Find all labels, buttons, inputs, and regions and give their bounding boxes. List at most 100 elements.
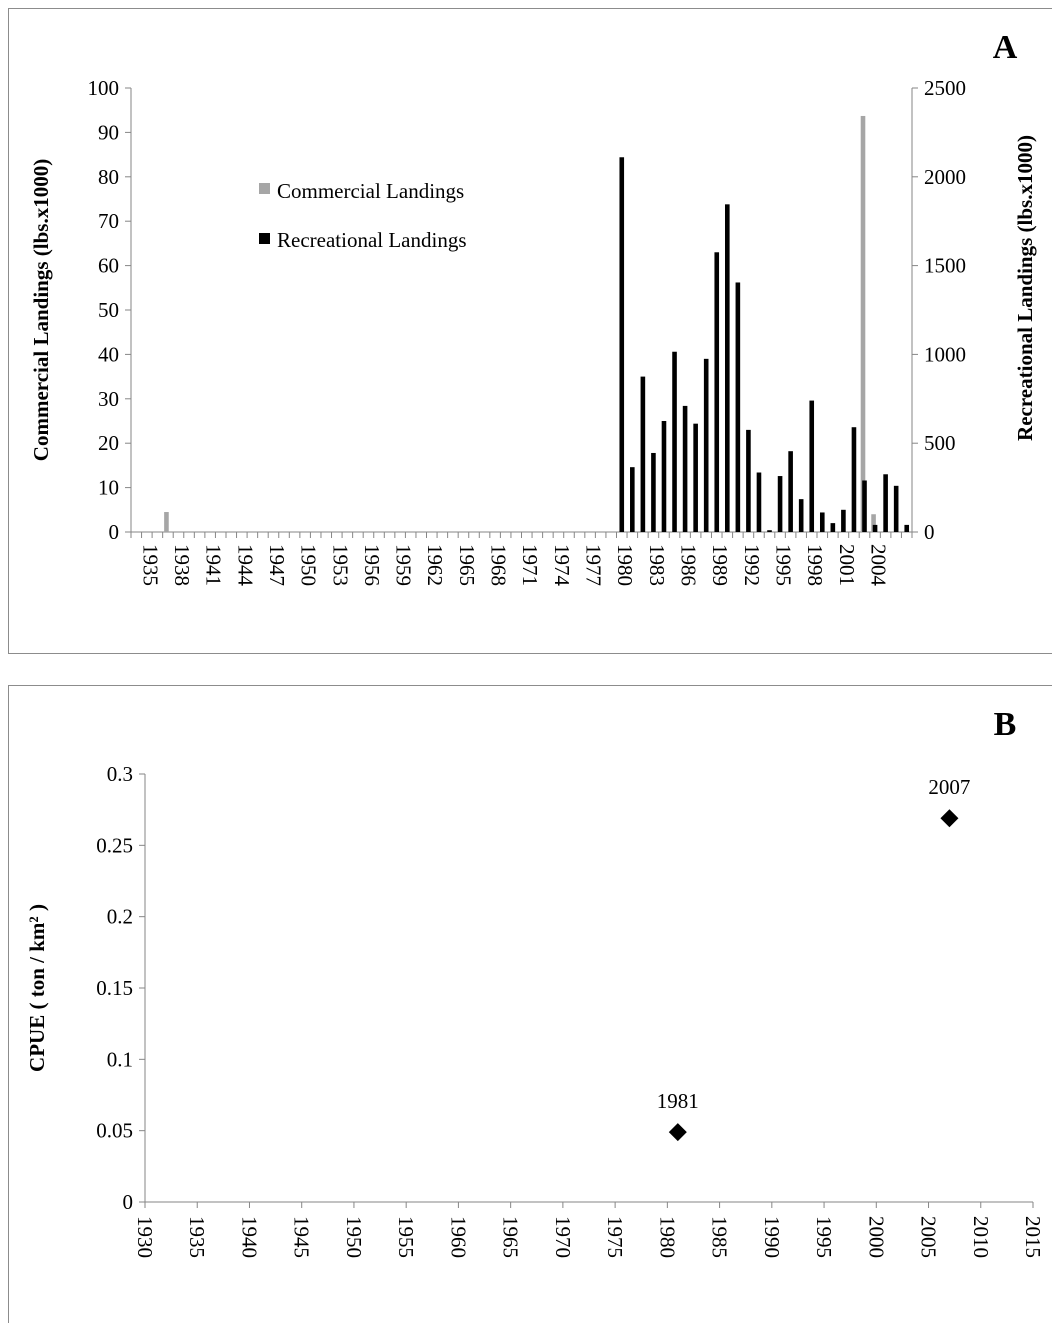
b-x-tick-label: 1930 xyxy=(133,1216,157,1258)
recreational-landings-bar xyxy=(767,530,772,532)
recreational-landings-bar xyxy=(830,523,836,532)
recreational-landings-bar xyxy=(851,427,857,532)
chart-panel-a xyxy=(8,8,1052,654)
b-y-tick-label: 0 xyxy=(123,1190,134,1214)
x-tick-label: 1971 xyxy=(518,544,542,586)
recreational-landings-bar xyxy=(619,157,625,532)
recreational-landings-bar xyxy=(809,400,815,532)
recreational-landings-bar xyxy=(756,472,762,532)
commercial-landings-bar xyxy=(860,115,866,533)
right-y-axis-title: Recreational Landings (lbs.x1000) xyxy=(1013,135,1037,441)
b-x-tick-label: 1950 xyxy=(342,1216,366,1258)
left-y-tick-label: 70 xyxy=(98,209,119,233)
b-y-tick-label: 0.15 xyxy=(96,976,133,1000)
b-x-tick-label: 2015 xyxy=(1021,1216,1045,1258)
b-x-tick-label: 1980 xyxy=(655,1216,679,1258)
panel-label-a: A xyxy=(993,29,1018,66)
commercial-landings-bar xyxy=(871,514,876,532)
x-tick-label: 1947 xyxy=(265,544,289,586)
right-y-tick-label: 2500 xyxy=(924,76,966,100)
x-tick-label: 1962 xyxy=(423,544,447,586)
b-x-tick-label: 1955 xyxy=(394,1216,418,1258)
left-y-tick-label: 100 xyxy=(88,76,120,100)
left-y-tick-label: 0 xyxy=(109,520,120,544)
x-tick-label: 1968 xyxy=(487,544,511,586)
recreational-landings-bar xyxy=(703,358,709,532)
x-tick-label: 1953 xyxy=(328,544,352,586)
recreational-landings-bar xyxy=(661,421,667,532)
right-y-tick-label: 1000 xyxy=(924,342,966,366)
b-y-tick-label: 0.05 xyxy=(96,1119,133,1143)
b-x-tick-label: 1975 xyxy=(603,1216,627,1258)
x-tick-label: 1944 xyxy=(233,544,257,587)
cpue-data-point xyxy=(668,1123,687,1142)
x-tick-label: 1998 xyxy=(803,544,827,586)
b-x-tick-label: 2000 xyxy=(864,1216,888,1258)
x-tick-label: 1989 xyxy=(708,544,732,586)
right-y-tick-label: 500 xyxy=(924,431,956,455)
b-y-tick-label: 0.1 xyxy=(107,1047,133,1071)
b-x-tick-label: 2010 xyxy=(969,1216,993,1258)
b-x-tick-label: 1970 xyxy=(551,1216,575,1258)
recreational-landings-bar xyxy=(682,405,688,532)
x-tick-label: 1977 xyxy=(582,544,606,586)
recreational-landings-bar xyxy=(777,476,783,532)
recreational-landings-bar xyxy=(819,512,825,532)
recreational-landings-bar xyxy=(693,423,698,532)
recreational-landings-bar xyxy=(841,509,846,532)
recreational-landings-bar xyxy=(725,204,730,532)
x-tick-label: 1938 xyxy=(170,544,194,586)
b-y-tick-label: 0.2 xyxy=(107,905,133,929)
commercial-landings-bar xyxy=(164,512,169,532)
x-tick-label: 1983 xyxy=(645,544,669,586)
recreational-landings-bar xyxy=(788,451,793,532)
recreational-landings-bar xyxy=(904,524,910,532)
x-tick-label: 1935 xyxy=(138,544,162,586)
recreational-landings-bar xyxy=(798,499,804,532)
b-y-axis-title: CPUE ( ton / km² ) xyxy=(25,904,49,1072)
recreational-landings-bar xyxy=(872,524,878,532)
b-x-tick-label: 1960 xyxy=(446,1216,470,1258)
left-y-axis-title: Commercial Landings (lbs.x1000) xyxy=(29,159,53,461)
x-tick-label: 2001 xyxy=(835,544,859,586)
recreational-landings-bar xyxy=(714,252,720,532)
x-tick-label: 1950 xyxy=(297,544,321,586)
left-y-tick-label: 50 xyxy=(98,298,119,322)
x-tick-label: 1992 xyxy=(740,544,764,586)
legend-swatch-recreational xyxy=(259,233,270,244)
recreational-landings-bar xyxy=(672,351,677,532)
legend-label-commercial: Commercial Landings xyxy=(277,179,464,203)
cpue-point-label: 2007 xyxy=(928,775,970,799)
recreational-landings-bar xyxy=(735,282,741,532)
b-y-tick-label: 0.3 xyxy=(107,762,133,786)
x-tick-label: 1980 xyxy=(613,544,637,586)
x-tick-label: 1986 xyxy=(677,544,701,586)
left-y-tick-label: 90 xyxy=(98,120,119,144)
x-tick-label: 1941 xyxy=(202,544,226,586)
b-x-tick-label: 1995 xyxy=(812,1216,836,1258)
x-tick-label: 1956 xyxy=(360,544,384,586)
right-y-tick-label: 0 xyxy=(924,520,935,544)
x-tick-label: 1974 xyxy=(550,544,574,587)
legend-swatch-commercial xyxy=(259,183,270,194)
recreational-landings-bar xyxy=(883,474,888,532)
chart-panel-b xyxy=(8,685,1052,1323)
left-y-tick-label: 10 xyxy=(98,476,119,500)
recreational-landings-bar xyxy=(640,376,646,532)
legend-label-recreational: Recreational Landings xyxy=(277,228,467,252)
panel-label-b: B xyxy=(994,706,1017,743)
b-x-tick-label: 1940 xyxy=(237,1216,261,1258)
cpue-data-point xyxy=(940,809,959,828)
recreational-landings-bar xyxy=(746,429,751,532)
b-x-tick-label: 1965 xyxy=(499,1216,523,1258)
b-x-tick-label: 1935 xyxy=(185,1216,209,1258)
b-x-tick-label: 1945 xyxy=(290,1216,314,1258)
x-tick-label: 2004 xyxy=(867,544,891,587)
x-tick-label: 1965 xyxy=(455,544,479,586)
x-tick-label: 1995 xyxy=(772,544,796,586)
recreational-landings-bar xyxy=(862,480,867,532)
recreational-landings-bar xyxy=(893,485,899,532)
recreational-landings-bar xyxy=(630,467,635,532)
b-x-tick-label: 1990 xyxy=(760,1216,784,1258)
